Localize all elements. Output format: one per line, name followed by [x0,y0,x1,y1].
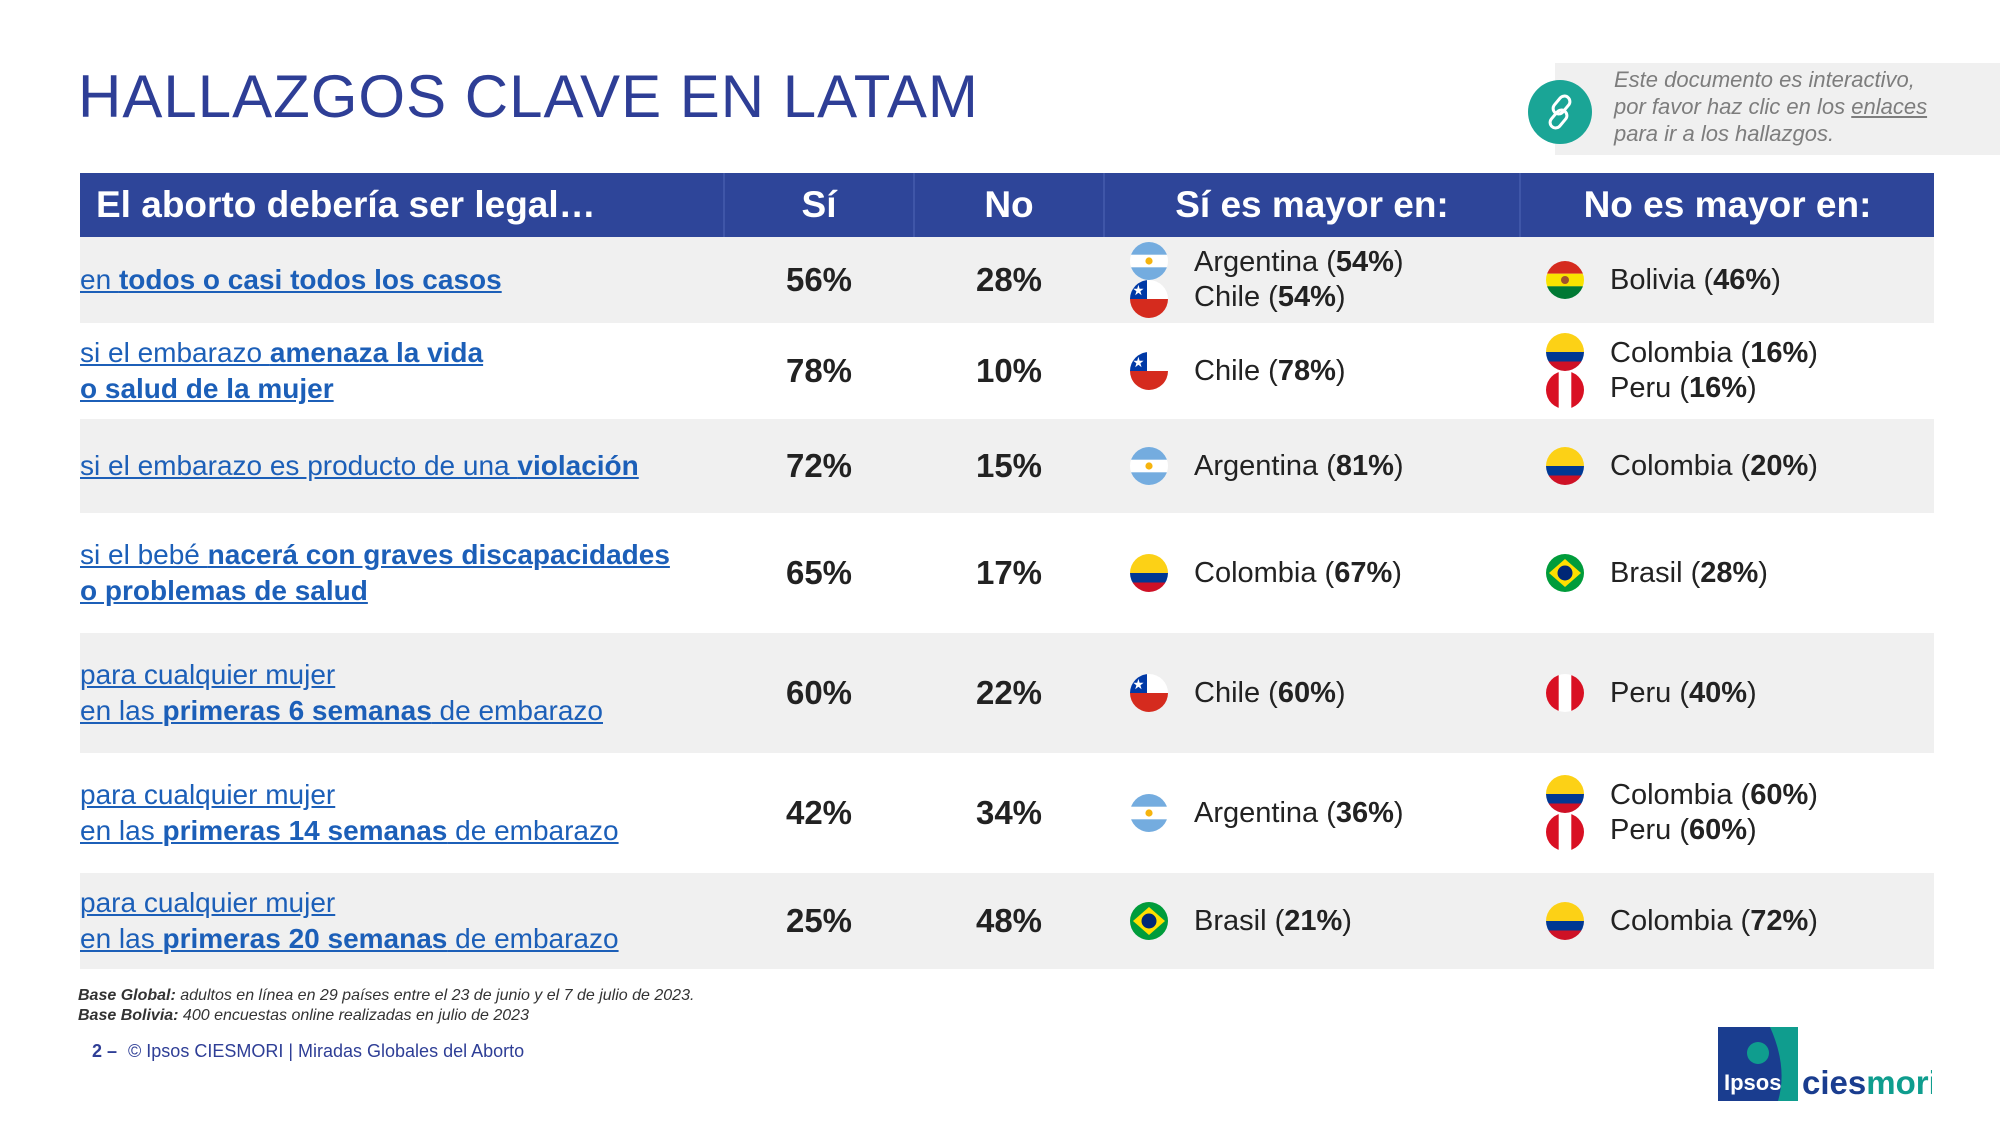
flag-peru-icon [1546,813,1584,851]
pct-si: 65% [785,554,853,591]
footer-page-info: 2 – © Ipsos CIESMORI | Miradas Globales … [92,1041,525,1061]
mayor-no-cell: Brasil (28%) [1520,513,1934,633]
table-row: si el embarazo amenaza la vida o salud de… [80,323,1934,419]
flag-brasil-icon [1130,902,1168,940]
pct-no: 22% [914,633,1104,753]
country-value: Colombia (67%) [1194,556,1402,589]
question-link[interactable]: si el embarazo amenaza la vida o salud de… [80,337,484,404]
header-si: Sí [724,173,915,237]
interactive-note-box [1555,63,2000,155]
pct-no: 15% [914,419,1104,513]
flag-bolivia-icon [1546,261,1584,299]
country-value: Peru (40%) [1610,676,1757,709]
enlaces-link[interactable]: enlaces [1851,94,1928,119]
table-row: en todos o casi todos los casos 56% 28% Arg… [80,237,1934,323]
flag-peru-icon [1546,674,1584,712]
question-link[interactable]: si el embarazo es producto de una violac… [80,419,724,513]
header-question: El aborto debería ser legal… [80,173,725,237]
country-value: Colombia (20%) [1610,449,1818,482]
interactive-note-text: Este documento es interactivo, por favor… [1614,67,1928,146]
flag-colombia-icon [1546,447,1584,485]
country-value: Bolivia (46%) [1610,263,1781,296]
country-value: Chile (54%) [1194,281,1346,313]
country-value: Colombia (60%) [1610,779,1818,811]
pct-no: 10% [975,352,1043,389]
footer-base-notes: Base Global: adultos en línea en 29 país… [78,987,695,1024]
country-value: Argentina (36%) [1194,796,1404,829]
table-row: para cualquier mujer en las primeras 20 s… [80,873,1934,969]
flag-colombia-icon [1546,333,1584,371]
table-row: si el embarazo es producto de una violac… [80,419,1934,513]
flag-brasil-icon [1546,554,1584,592]
country-value: Argentina (54%) [1194,246,1404,278]
header-mayor-si: Sí es mayor en: [1104,173,1521,237]
country-value: Chile (60%) [1194,676,1346,709]
mayor-no-cell: Peru (40%) [1520,633,1934,753]
mayor-si-cell: Argentina (54%) Chile (54%) [1104,237,1520,323]
pct-si: 60% [724,633,914,753]
flag-argentina-icon [1130,447,1168,485]
mayor-no-cell: Bolivia (46%) [1520,237,1934,323]
header-mayor-no: No es mayor en: [1520,173,1934,237]
logo-ipsos-text: Ipsos [1724,1070,1781,1095]
table-row: para cualquier mujer en las primeras 6 se… [80,633,1934,753]
country-value: Brasil (21%) [1194,904,1352,937]
mayor-si-cell: Chile (78%) [1104,323,1520,419]
country-value: Peru (16%) [1610,372,1757,404]
pct-si: 42% [785,794,853,831]
country-value: Argentina (81%) [1194,449,1404,482]
pct-si: 56% [724,237,914,323]
pct-no: 28% [914,237,1104,323]
country-value: Peru (60%) [1610,814,1757,846]
flag-argentina-icon [1130,242,1168,280]
mayor-si-cell: Argentina (81%) [1104,419,1520,513]
mayor-si-cell: Colombia (67%) [1104,513,1520,633]
table-header-row: El aborto debería ser legal… Sí No Sí es… [80,173,1934,237]
pct-no: 48% [914,873,1104,969]
flag-chile-icon [1130,674,1168,712]
mayor-si-cell: Argentina (36%) [1104,753,1520,873]
flag-argentina-icon [1130,794,1168,832]
page-title: HALLAZGOS CLAVE EN LATAM [78,63,979,130]
country-value: Brasil (28%) [1610,556,1768,589]
country-value: Chile (78%) [1194,354,1346,387]
table-row: si el bebé nacerá con graves discapacida… [80,513,1934,633]
link-icon [1528,80,1592,144]
svg-text:ciesmori: ciesmori [1802,1064,1932,1101]
flag-colombia-icon [1546,902,1584,940]
header-no: No [914,173,1105,237]
page-number: 2 [92,1041,103,1061]
question-link[interactable]: para cualquier mujer en las primeras 6 se… [80,633,724,753]
mayor-no-cell: Colombia (72%) [1520,873,1934,969]
flag-peru-icon [1546,371,1584,409]
copyright: © Ipsos CIESMORI | Miradas Globales del … [128,1041,525,1061]
pct-si: 25% [724,873,914,969]
pct-no: 34% [975,794,1043,831]
flag-chile-icon [1130,280,1168,318]
logo-cies-text: cies [1802,1064,1866,1101]
mayor-no-cell: Colombia (60%) Peru (60%) [1520,753,1934,873]
findings-table: El aborto debería ser legal… Sí No Sí es… [80,173,1934,969]
pct-si: 72% [724,419,914,513]
country-value: Colombia (16%) [1610,337,1818,369]
question-link[interactable]: en todos o casi todos los casos [80,237,724,323]
question-link[interactable]: para cualquier mujer en las primeras 14 s… [80,779,619,846]
ipsos-ciesmori-logo: Ipsos ciesmori [1718,1027,1938,1101]
flag-colombia-icon [1130,554,1168,592]
mayor-no-cell: Colombia (16%) Peru (16%) [1520,323,1934,419]
flag-colombia-icon [1546,775,1584,813]
pct-no: 17% [975,554,1043,591]
mayor-si-cell: Chile (60%) [1104,633,1520,753]
flag-chile-icon [1130,352,1168,390]
mayor-no-cell: Colombia (20%) [1520,419,1934,513]
logo-mori-text: mori [1866,1064,1932,1101]
question-link[interactable]: si el bebé nacerá con graves discapacida… [80,539,670,606]
table-row: para cualquier mujer en las primeras 14 s… [80,753,1934,873]
question-link[interactable]: para cualquier mujer en las primeras 20 s… [80,873,724,969]
pct-si: 78% [785,352,853,389]
country-value: Colombia (72%) [1610,904,1818,937]
mayor-si-cell: Brasil (21%) [1104,873,1520,969]
